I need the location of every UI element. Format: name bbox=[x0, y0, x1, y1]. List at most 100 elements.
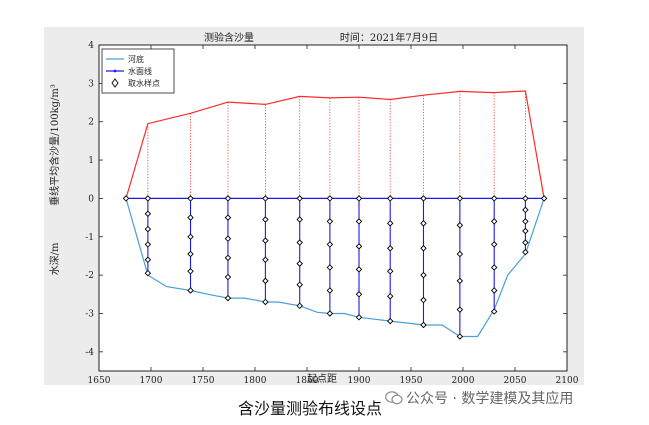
sample-point bbox=[522, 206, 529, 214]
x-tick-label: 1850 bbox=[296, 376, 319, 385]
sample-point bbox=[420, 296, 427, 304]
sample-point bbox=[326, 218, 334, 225]
sample-point bbox=[490, 308, 498, 315]
x-tick-label: 2050 bbox=[504, 376, 527, 385]
bed-line bbox=[125, 198, 545, 338]
sample-point bbox=[386, 268, 394, 275]
sample-point bbox=[490, 241, 498, 248]
sample-point bbox=[326, 264, 334, 271]
sample-point bbox=[386, 245, 394, 252]
x-axis-label: 起点距 bbox=[307, 373, 337, 385]
x-tick-label: 1900 bbox=[348, 376, 371, 385]
sample-point bbox=[420, 321, 427, 329]
y-tick-label: -1 bbox=[85, 233, 94, 243]
sample-point bbox=[355, 243, 363, 250]
sample-point-group bbox=[122, 195, 548, 340]
figure-caption: 含沙量测验布线设点 bbox=[237, 399, 382, 418]
axis-ticks: 1650 1700 1750 1800 1850 1900 1950 2000 2050 2100… bbox=[85, 41, 579, 385]
sediment-dropline-group bbox=[147, 91, 526, 199]
sample-point bbox=[456, 333, 464, 340]
sample-point bbox=[262, 277, 269, 285]
chart-svg: 测验含沙量 时间：2021年7月9日 起点距 垂线平均含沙量/100kg/m³ … bbox=[48, 31, 579, 385]
x-tick-label: 1750 bbox=[192, 376, 215, 385]
sample-point bbox=[187, 233, 194, 241]
sample-point bbox=[490, 218, 498, 225]
sample-point bbox=[187, 287, 194, 294]
sample-point bbox=[355, 195, 363, 202]
sample-point bbox=[420, 245, 427, 252]
sample-point bbox=[262, 298, 269, 306]
sample-point bbox=[144, 256, 152, 264]
y-axis-label-bottom: 水深/m bbox=[49, 242, 61, 275]
sample-point bbox=[224, 254, 232, 262]
x-tick-label: 1650 bbox=[88, 376, 111, 385]
legend-label-bed: 河底 bbox=[128, 54, 144, 64]
sample-point bbox=[224, 195, 232, 202]
sample-point bbox=[144, 269, 152, 277]
sample-point bbox=[296, 302, 303, 310]
y-tick-label: 3 bbox=[88, 79, 94, 89]
sample-point bbox=[522, 239, 529, 246]
sample-point bbox=[326, 195, 334, 202]
y-tick-label: -3 bbox=[85, 309, 94, 319]
plot-area bbox=[98, 44, 568, 372]
sample-point bbox=[144, 195, 152, 202]
x-tick-label: 1950 bbox=[400, 376, 423, 385]
sample-point bbox=[456, 222, 464, 229]
legend-swatch-surface-dot bbox=[113, 69, 117, 73]
sample-point bbox=[326, 241, 334, 248]
sediment-series bbox=[125, 90, 545, 199]
sample-point bbox=[386, 292, 394, 300]
sample-point bbox=[122, 195, 130, 202]
legend-swatch-points bbox=[111, 78, 119, 88]
sample-point bbox=[456, 277, 464, 285]
y-tick-label: 4 bbox=[88, 41, 94, 51]
sample-point bbox=[355, 314, 363, 321]
y-tick-label: 2 bbox=[88, 118, 94, 128]
sample-point bbox=[144, 210, 152, 217]
sample-point bbox=[490, 195, 498, 202]
sample-point bbox=[490, 287, 498, 294]
sample-point bbox=[224, 294, 232, 302]
sample-point bbox=[420, 195, 427, 202]
legend: 河底 水面线 取水样点 bbox=[101, 48, 175, 94]
watermark-text: 公众号 · 数学建模及其应用 bbox=[406, 391, 574, 407]
sample-point bbox=[456, 250, 464, 258]
x-tick-label: 1700 bbox=[140, 376, 163, 385]
sample-point bbox=[386, 317, 394, 325]
sample-point bbox=[326, 287, 334, 294]
sample-point bbox=[296, 216, 303, 223]
sample-point bbox=[187, 195, 194, 202]
sample-point bbox=[187, 250, 194, 258]
sample-point bbox=[490, 264, 498, 271]
sediment-line bbox=[125, 90, 545, 199]
sample-point bbox=[355, 218, 363, 225]
sample-point bbox=[386, 195, 394, 202]
sample-point bbox=[326, 310, 334, 317]
bed-series bbox=[125, 198, 545, 338]
sample-point bbox=[296, 260, 303, 267]
sample-point bbox=[144, 241, 152, 248]
sample-point bbox=[456, 195, 464, 202]
sample-point bbox=[355, 266, 363, 273]
sample-point bbox=[456, 306, 464, 313]
y-tick-label: 0 bbox=[88, 194, 94, 204]
chart-title-left: 测验含沙量 bbox=[204, 31, 254, 44]
sample-point bbox=[420, 220, 427, 227]
sample-point bbox=[522, 248, 529, 256]
y-tick-label: 1 bbox=[88, 156, 94, 166]
wechat-icon bbox=[385, 391, 403, 405]
sample-point bbox=[296, 195, 303, 202]
x-tick-label: 1800 bbox=[244, 376, 267, 385]
sample-point bbox=[522, 195, 529, 202]
chart-title-right: 时间：2021年7月9日 bbox=[340, 31, 438, 44]
sample-point bbox=[224, 273, 232, 281]
sample-point bbox=[540, 195, 548, 202]
sample-point bbox=[262, 237, 269, 244]
figure-frame: 测验含沙量 时间：2021年7月9日 起点距 垂线平均含沙量/100kg/m³ … bbox=[44, 27, 584, 385]
sample-point bbox=[355, 291, 363, 298]
sample-point bbox=[262, 216, 269, 223]
y-axis-label-top: 垂线平均含沙量/100kg/m³ bbox=[48, 84, 61, 206]
sample-point bbox=[224, 214, 232, 221]
watermark: 公众号 · 数学建模及其应用 bbox=[385, 388, 573, 408]
